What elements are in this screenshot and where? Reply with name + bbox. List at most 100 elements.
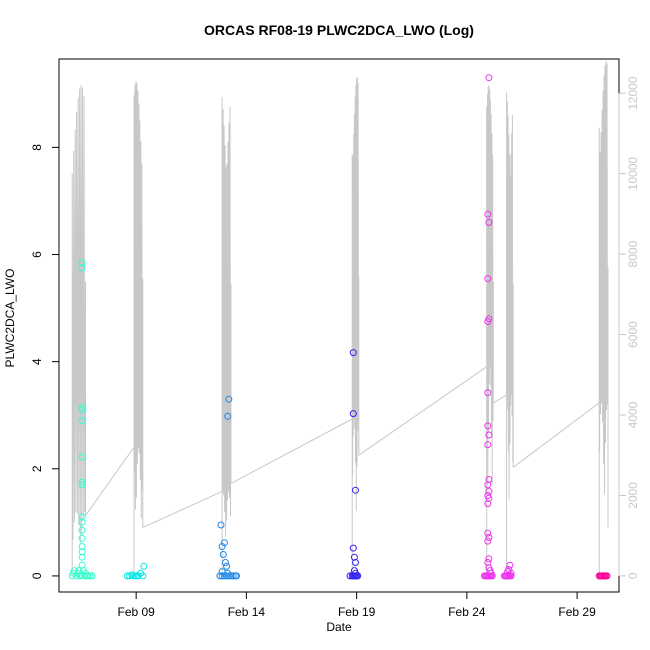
point-s1-29 — [84, 572, 92, 580]
y2-tick-label-4: 6000 — [626, 321, 640, 348]
y2-tick-label-1: 0 — [626, 572, 640, 579]
y-axis: 0 2 4 6 8 — [30, 144, 60, 579]
point-s1-18 — [78, 518, 86, 526]
point-s1-14 — [78, 453, 86, 461]
x-tick-label-4: Feb 24 — [448, 605, 486, 619]
point-s4-14 — [352, 569, 359, 577]
y-tick-label-2: 2 — [30, 465, 44, 472]
x-tick-label-5: Feb 29 — [558, 605, 596, 619]
altitude-flight-7 — [598, 61, 609, 576]
point-s4-15 — [352, 486, 359, 494]
point-s5-27 — [484, 537, 492, 545]
point-s5-9 — [485, 74, 493, 82]
point-s3-15 — [223, 562, 231, 570]
point-s1-21 — [78, 543, 86, 550]
y-tick-label-5: 8 — [30, 144, 44, 151]
x-tick-label-1: Feb 09 — [117, 605, 155, 619]
altitude-flight-4 — [351, 77, 360, 576]
y-tick-label-3: 4 — [30, 358, 44, 365]
point-s3-17 — [224, 569, 232, 577]
point-s3-14 — [222, 559, 229, 566]
point-s1-6 — [75, 567, 83, 575]
point-s5-14 — [484, 318, 492, 325]
point-s1-10 — [78, 264, 86, 272]
y2-tick-label-3: 4000 — [626, 401, 640, 428]
point-s4-12 — [352, 559, 359, 566]
point-s5-40 — [506, 561, 514, 569]
data-points — [68, 74, 611, 580]
x-tick-label-2: Feb 14 — [228, 605, 266, 619]
point-s5-18 — [484, 441, 492, 449]
point-s1-15 — [78, 478, 86, 486]
y-tick-label-4: 6 — [30, 251, 44, 258]
point-s1-9 — [78, 259, 86, 267]
point-s4-9 — [349, 410, 357, 418]
point-s5-26 — [485, 533, 493, 541]
point-s3-19 — [224, 412, 232, 420]
altitude-connector-2 — [142, 490, 223, 529]
y2-tick-label-5: 8000 — [626, 240, 640, 267]
point-s4-11 — [350, 553, 358, 561]
point-s3-12 — [220, 539, 228, 547]
point-s5-17 — [485, 431, 493, 439]
point-s3-13 — [219, 551, 227, 558]
point-s5-32 — [487, 569, 495, 577]
point-s5-39 — [507, 572, 515, 580]
point-s5-24 — [484, 500, 492, 508]
point-s2-9 — [140, 562, 148, 570]
point-s1-16 — [78, 481, 86, 489]
y2-tick-label-7: 12000 — [626, 76, 640, 110]
y2-tick-label-2: 2000 — [626, 482, 640, 509]
altitude-connector-5 — [493, 394, 507, 404]
point-s5-20 — [484, 481, 492, 489]
point-s4-8 — [349, 349, 357, 357]
altitude-flight-2 — [133, 81, 144, 576]
point-s5-21 — [485, 487, 493, 495]
altitude-connector-3 — [230, 418, 353, 484]
point-s1-22 — [78, 548, 86, 556]
y-tick-label-1: 0 — [30, 572, 44, 579]
point-s1-19 — [78, 526, 86, 534]
point-s1-7 — [76, 572, 84, 580]
point-s5-16 — [484, 422, 492, 430]
chart-title: ORCAS RF08-19 PLWC2DCA_LWO (Log) — [204, 22, 474, 38]
point-s3-2 — [218, 572, 226, 580]
point-s2-1 — [123, 572, 131, 580]
altitude-connector-6 — [512, 402, 600, 468]
altitude-connector-4 — [358, 366, 487, 456]
altitude-flight-1 — [71, 85, 86, 576]
point-s1-31 — [88, 572, 96, 580]
x-axis-label: Date — [326, 620, 352, 634]
y2-axis: 0 2000 4000 6000 8000 10000 12000 — [618, 76, 640, 579]
point-s5-11 — [485, 218, 493, 226]
point-s3-10 — [217, 521, 225, 529]
point-s1-13 — [78, 417, 86, 425]
point-s5-12 — [484, 275, 492, 283]
altitude-trace — [71, 61, 609, 576]
point-s5-23 — [485, 494, 493, 502]
point-s1-17 — [78, 513, 86, 521]
point-s1-12 — [78, 406, 86, 414]
point-s1-30 — [86, 572, 94, 580]
point-s3-18 — [225, 395, 233, 403]
point-s1-23 — [78, 553, 86, 561]
point-s5-28 — [485, 555, 493, 563]
point-s5-15 — [484, 389, 492, 397]
point-s5-42 — [504, 568, 512, 576]
x-tick-label-3: Feb 19 — [338, 605, 376, 619]
point-s5-10 — [484, 210, 492, 218]
point-s4-10 — [349, 544, 357, 552]
point-s3-11 — [218, 543, 226, 550]
point-s1-11 — [78, 403, 86, 411]
point-s2-4 — [130, 572, 138, 580]
point-s3-7 — [229, 572, 237, 580]
altitude-flight-6 — [506, 92, 514, 576]
point-s3-9 — [233, 572, 240, 580]
point-s5-43 — [507, 569, 515, 577]
x-axis: Feb 09 Feb 14 Feb 19 Feb 24 Feb 29 — [117, 591, 596, 619]
altitude-flight-3 — [221, 97, 232, 576]
point-s3-1 — [216, 572, 224, 580]
point-s6-8 — [603, 572, 611, 580]
y-axis-label: PLWC2DCA_LWO — [3, 269, 17, 368]
